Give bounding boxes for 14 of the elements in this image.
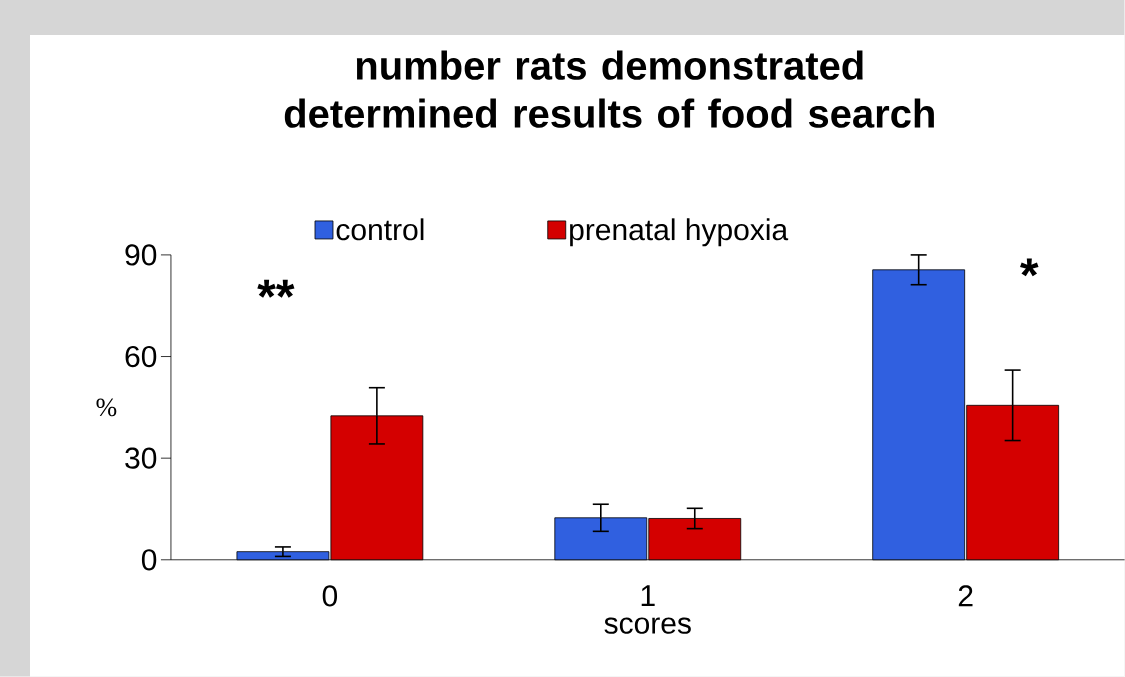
x-tick-label: 2 bbox=[958, 585, 973, 607]
y-tick-label: 30 bbox=[125, 447, 157, 469]
y-tick-label: 0 bbox=[141, 549, 157, 571]
y-tick-label: 60 bbox=[125, 346, 157, 368]
annotation: ** bbox=[257, 279, 295, 298]
x-axis-title: scores bbox=[604, 617, 691, 634]
annotation: * bbox=[1020, 258, 1039, 277]
y-axis-title: % bbox=[96, 398, 117, 417]
x-tick-label: 0 bbox=[322, 585, 338, 607]
chart-title: number rats demonstrated determined results of food search bbox=[284, 50, 934, 128]
legend-label: control bbox=[336, 218, 424, 241]
y-tick-label: 90 bbox=[125, 244, 157, 266]
x-tick-label: 1 bbox=[641, 585, 655, 607]
legend-label: prenatal hypoxia bbox=[570, 218, 789, 247]
